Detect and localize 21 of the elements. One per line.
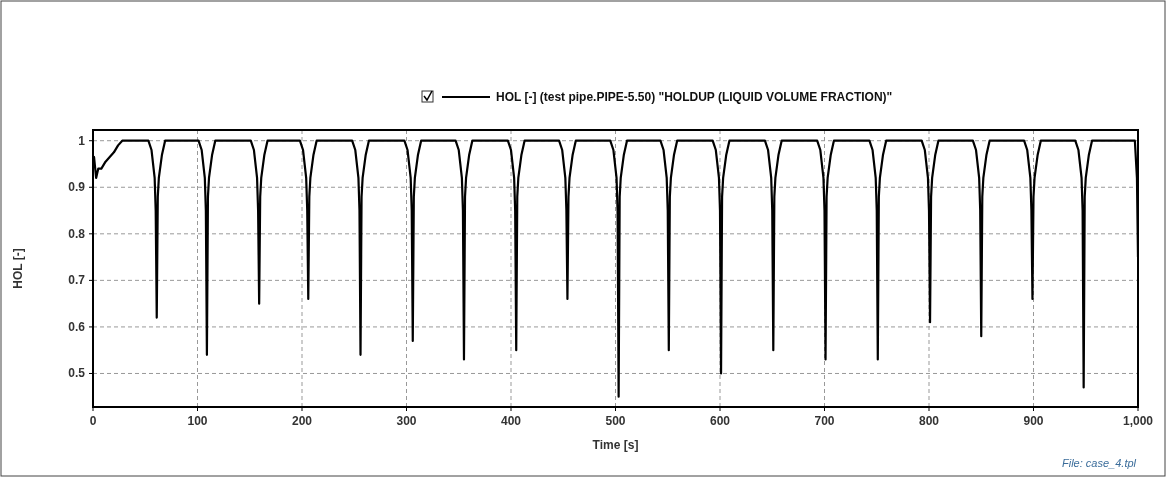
x-tick-label: 900 xyxy=(1023,414,1044,428)
text: File: case_4.tpl xyxy=(1062,457,1137,469)
x-tick-label: 200 xyxy=(291,414,313,428)
x-tick-label: 500 xyxy=(605,414,626,428)
x-tick-label: 700 xyxy=(814,414,835,428)
y-tick-label: 0.6 xyxy=(68,319,86,334)
y-tick-label: 0.8 xyxy=(68,226,86,241)
legend-label: HOL [-] (test pipe.PIPE-5.50) "HOLDUP (LIQUID VOLUME FRACTION)" xyxy=(496,90,893,104)
y-tick-label: 0.5 xyxy=(68,366,86,381)
x-tick-label: 600 xyxy=(709,414,731,428)
y-axis-title: HOL [-] xyxy=(11,248,25,289)
x-tick-label: 100 xyxy=(187,414,208,428)
x-axis-title: Time [s] xyxy=(592,438,639,452)
x-tick-label: 400 xyxy=(500,414,522,428)
y-tick-label: 0.7 xyxy=(68,273,86,288)
x-tick-label: 0 xyxy=(89,414,97,428)
x-tick-label: 1,000 xyxy=(1122,414,1154,428)
y-tick-label: 0.9 xyxy=(68,180,86,195)
x-tick-label: 800 xyxy=(918,414,940,428)
y-tick-label: 1 xyxy=(78,133,86,148)
x-tick-label: 300 xyxy=(396,414,417,428)
